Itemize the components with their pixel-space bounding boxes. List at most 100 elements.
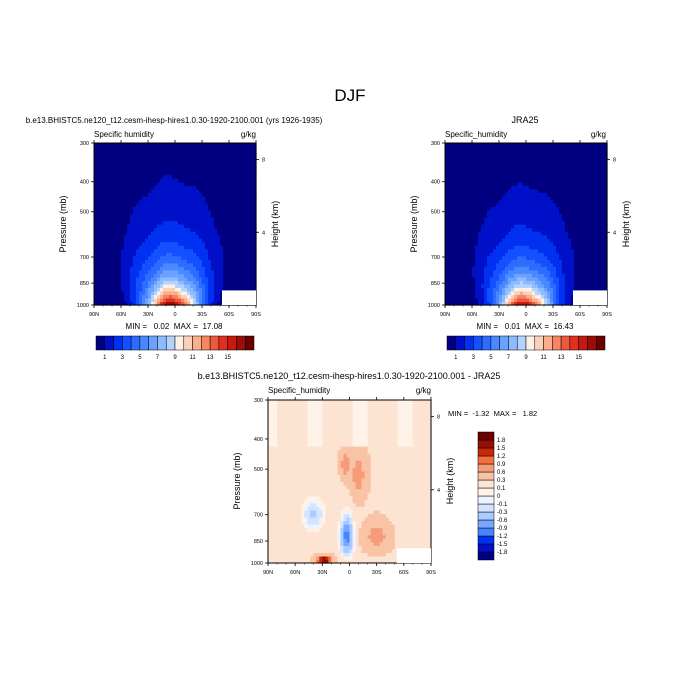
- model-cell: [100, 231, 104, 236]
- obs-cell: [544, 276, 548, 281]
- model-cell: [97, 199, 101, 204]
- model-cell: [115, 195, 119, 200]
- model-cell: [223, 220, 227, 225]
- model-cell: [229, 146, 233, 151]
- obs-cell: [475, 227, 479, 232]
- model-cell: [190, 220, 194, 225]
- model-cell: [235, 262, 239, 267]
- model-cell: [181, 150, 185, 155]
- obs-cell: [541, 248, 545, 253]
- obs-cell: [553, 290, 557, 296]
- obs-cell: [538, 164, 542, 169]
- obs-cell: [508, 248, 512, 253]
- model-cell: [199, 164, 203, 169]
- model-cell: [220, 227, 224, 232]
- obs-cell: [484, 167, 488, 172]
- obs-cell: [595, 192, 599, 197]
- obs-cell: [448, 178, 452, 183]
- obs-cell: [475, 287, 479, 292]
- obs-cell: [493, 146, 497, 151]
- model-cell: [190, 252, 194, 257]
- obs-cell: [457, 255, 461, 260]
- model-cell: [121, 238, 125, 243]
- obs-cell: [508, 146, 512, 151]
- obs-cell: [589, 255, 593, 260]
- obs-cell: [532, 171, 536, 176]
- obs-cell: [484, 290, 488, 296]
- obs-cell: [499, 150, 503, 155]
- model-cell: [106, 266, 110, 271]
- model-cell: [121, 273, 125, 278]
- model-cell: [133, 181, 137, 186]
- obs-cell: [457, 241, 461, 246]
- model-cell: [100, 150, 104, 155]
- model-cell: [97, 146, 101, 151]
- model-cell: [238, 283, 242, 288]
- model-cell: [250, 157, 254, 162]
- obs-cell: [472, 255, 476, 260]
- obs-cell: [448, 238, 452, 243]
- model-cell: [253, 262, 257, 267]
- obs-cell: [520, 245, 524, 250]
- model-cell: [157, 290, 161, 296]
- obs-cell: [460, 276, 464, 281]
- obs-cell: [535, 241, 539, 246]
- obs-cell: [592, 276, 596, 281]
- obs-cell: [532, 290, 536, 296]
- obs-cell: [511, 259, 515, 264]
- model-cell: [157, 234, 161, 239]
- model-cell: [145, 192, 149, 197]
- model-cell: [151, 269, 155, 274]
- obs-cell: [496, 234, 500, 239]
- model-cell: [235, 157, 239, 162]
- obs-cell: [595, 213, 599, 218]
- model-cell: [196, 146, 200, 151]
- obs-cell: [589, 216, 593, 222]
- obs-cell: [457, 290, 461, 296]
- obs-cell: [472, 164, 476, 169]
- obs-cell: [535, 192, 539, 197]
- obs-cell: [580, 206, 584, 211]
- obs-cell: [535, 269, 539, 274]
- obs-cell: [556, 238, 560, 243]
- model-cell: [196, 276, 200, 281]
- obs-cell: [592, 287, 596, 292]
- model-cell: [103, 209, 107, 215]
- obs-cell: [517, 290, 521, 296]
- model-cell: [175, 266, 179, 271]
- model-cell: [217, 188, 221, 193]
- model-cell: [139, 206, 143, 211]
- obs-cell: [490, 178, 494, 183]
- model-cell: [241, 209, 245, 215]
- obs-cell: [460, 202, 464, 207]
- model-cell: [142, 164, 146, 169]
- obs-cell: [466, 266, 470, 271]
- model-cell: [217, 178, 221, 183]
- obs-cell: [487, 283, 491, 288]
- obs-cell: [484, 160, 488, 165]
- model-cell: [136, 185, 140, 190]
- model-cell: [97, 164, 101, 169]
- model-cell: [133, 255, 137, 260]
- obs-cell: [484, 301, 488, 306]
- obs-cell: [502, 181, 506, 186]
- obs-cell: [454, 273, 458, 278]
- model-cell: [142, 185, 146, 190]
- obs-cell: [544, 150, 548, 155]
- obs-cell: [538, 290, 542, 296]
- model-cell: [208, 188, 212, 193]
- model-cell: [217, 255, 221, 260]
- model-cell: [211, 213, 215, 218]
- obs-cell: [499, 181, 503, 186]
- model-cell: [193, 202, 197, 207]
- model-cell: [94, 188, 98, 193]
- obs-cell: [556, 245, 560, 250]
- obs-cell: [547, 297, 551, 303]
- model-cell: [130, 255, 134, 260]
- obs-cell: [565, 213, 569, 218]
- model-cell: [184, 248, 188, 253]
- model-cell: [235, 287, 239, 292]
- obs-cell: [583, 174, 587, 179]
- model-cell: [232, 231, 236, 236]
- obs-cell: [466, 245, 470, 250]
